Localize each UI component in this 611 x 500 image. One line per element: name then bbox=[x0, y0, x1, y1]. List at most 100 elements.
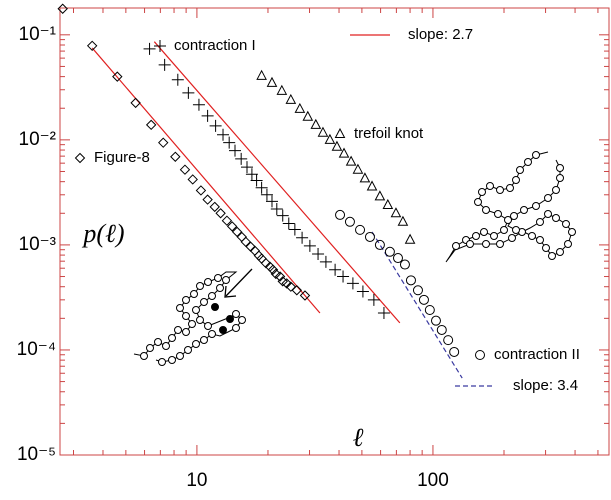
data-point bbox=[346, 277, 359, 290]
legend-marker bbox=[74, 152, 86, 164]
data-point bbox=[392, 253, 403, 264]
inset-right bbox=[445, 151, 576, 263]
data-point bbox=[226, 221, 238, 232]
data-point bbox=[382, 198, 394, 209]
legend-marker bbox=[475, 350, 485, 360]
data-point bbox=[430, 315, 441, 326]
data-point bbox=[281, 278, 292, 289]
y-tick-label: 10⁻¹ bbox=[19, 24, 57, 45]
x-tick-label: 100 bbox=[417, 470, 449, 491]
data-point bbox=[366, 180, 378, 191]
data-point bbox=[158, 137, 169, 148]
inset-left bbox=[133, 268, 253, 366]
data-point bbox=[356, 285, 369, 298]
data-point bbox=[256, 69, 267, 80]
data-point bbox=[179, 164, 191, 175]
data-point bbox=[267, 264, 279, 275]
data-point bbox=[240, 161, 253, 174]
data-point bbox=[187, 174, 198, 185]
data-point bbox=[250, 174, 263, 187]
legend-marker bbox=[334, 127, 346, 138]
data-point bbox=[291, 285, 303, 296]
data-point bbox=[223, 136, 236, 149]
x-tick-label: 10 bbox=[186, 470, 207, 491]
data-point bbox=[270, 268, 282, 280]
data-point bbox=[355, 224, 366, 235]
data-point bbox=[418, 294, 429, 305]
data-point bbox=[303, 239, 316, 252]
fit-line bbox=[91, 47, 321, 314]
y-tick-label: 10⁻² bbox=[19, 129, 57, 150]
data-point bbox=[335, 209, 346, 220]
data-point bbox=[195, 185, 207, 196]
data-point bbox=[236, 231, 248, 243]
data-point bbox=[404, 233, 416, 244]
data-point bbox=[145, 119, 157, 131]
data-point bbox=[282, 217, 295, 230]
data-point bbox=[352, 163, 364, 174]
data-point bbox=[229, 144, 242, 157]
y-tick-label: 10⁻⁵ bbox=[17, 444, 56, 465]
data-point bbox=[299, 290, 311, 301]
data-point bbox=[274, 271, 286, 282]
legend-label: contraction I bbox=[174, 37, 256, 54]
data-point bbox=[294, 102, 306, 113]
fit-line bbox=[153, 41, 401, 324]
data-point bbox=[245, 168, 258, 181]
data-point bbox=[231, 226, 243, 238]
y-tick-label: 10⁻³ bbox=[19, 234, 57, 255]
data-point bbox=[367, 293, 380, 306]
data-point bbox=[209, 119, 222, 132]
data-point bbox=[310, 118, 322, 129]
data-point bbox=[57, 3, 68, 14]
data-point bbox=[397, 215, 409, 226]
data-point bbox=[331, 140, 343, 151]
data-point bbox=[399, 259, 410, 270]
data-point bbox=[235, 152, 248, 165]
data-point bbox=[374, 239, 385, 250]
data-point bbox=[182, 86, 195, 99]
data-point bbox=[209, 201, 220, 213]
data-point bbox=[130, 97, 141, 109]
data-point bbox=[202, 194, 213, 205]
data-point bbox=[412, 285, 423, 296]
data-point bbox=[312, 247, 325, 260]
data-point bbox=[86, 40, 98, 52]
data-point bbox=[405, 275, 416, 286]
data-point bbox=[424, 305, 435, 316]
legend-label: Figure-8 bbox=[94, 149, 150, 166]
data-point bbox=[276, 84, 288, 95]
data-point bbox=[192, 98, 205, 111]
data-point bbox=[270, 202, 283, 215]
data-point bbox=[288, 223, 301, 236]
legend-label: trefoil knot bbox=[354, 125, 424, 142]
data-point bbox=[221, 215, 233, 226]
data-point bbox=[436, 324, 447, 335]
data-point bbox=[266, 76, 278, 87]
fit-line bbox=[371, 231, 463, 379]
data-point bbox=[276, 209, 289, 222]
data-point bbox=[345, 155, 357, 166]
data-point bbox=[265, 195, 278, 208]
data-point bbox=[158, 58, 171, 71]
data-point bbox=[359, 172, 371, 183]
data-point bbox=[390, 207, 402, 218]
data-point bbox=[443, 335, 454, 346]
data-point bbox=[317, 126, 329, 137]
data-point bbox=[324, 133, 336, 144]
data-point bbox=[296, 231, 309, 244]
data-point bbox=[329, 263, 342, 276]
data-point bbox=[201, 109, 214, 122]
data-point bbox=[170, 151, 181, 162]
data-point bbox=[364, 231, 375, 242]
y-tick-label: 10⁻⁴ bbox=[17, 339, 56, 360]
data-point bbox=[112, 71, 123, 82]
legend-marker bbox=[154, 40, 166, 52]
data-point bbox=[143, 42, 156, 55]
data-point bbox=[377, 306, 390, 319]
data-point bbox=[374, 190, 386, 201]
data-point bbox=[215, 208, 226, 219]
x-axis-label: ℓ bbox=[353, 423, 364, 452]
data-point bbox=[319, 255, 332, 268]
